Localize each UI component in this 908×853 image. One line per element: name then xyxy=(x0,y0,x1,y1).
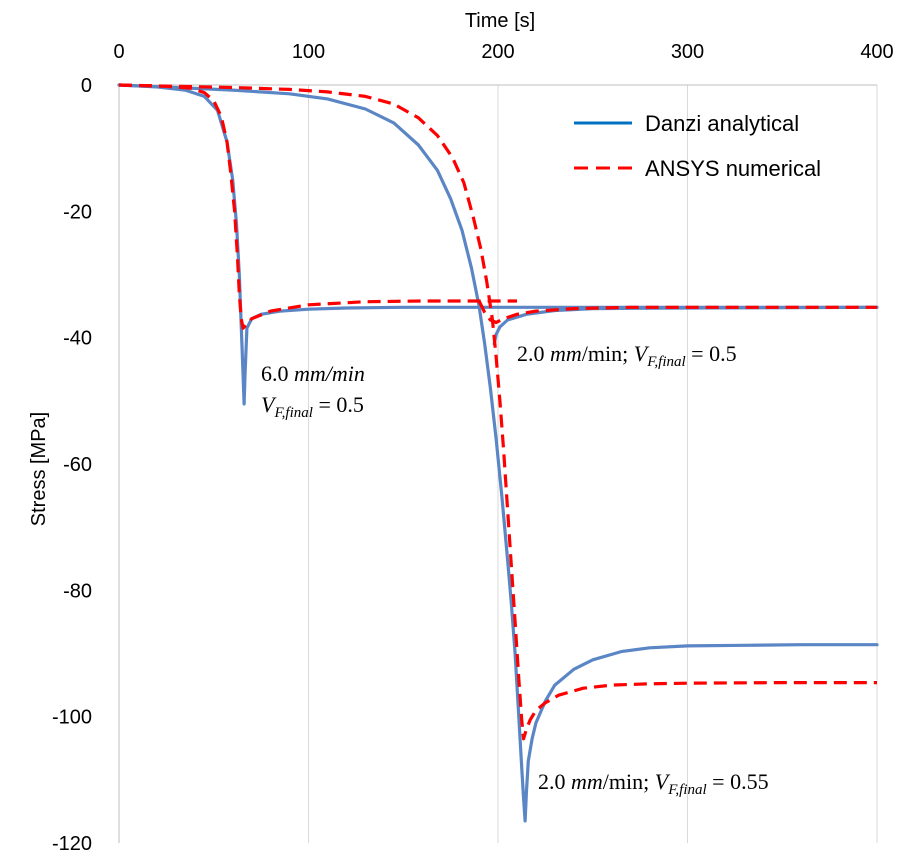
legend-label-danzi: Danzi analytical xyxy=(645,111,799,136)
y-tick-label-neg80: -80 xyxy=(63,580,92,602)
y-tick-label-neg20: -20 xyxy=(63,201,92,223)
annotation-2mm-05: 2.0 mm/min; VF,final = 0.5 xyxy=(517,341,737,370)
y-axis-title: Stress [MPa] xyxy=(28,412,50,526)
series-danzi-curve-3 xyxy=(492,305,879,346)
grid xyxy=(308,85,878,843)
y-tick-label-neg100: -100 xyxy=(52,707,92,729)
x-tick-label-100: 100 xyxy=(292,41,325,63)
annotation-6mm-line1: 6.0 mm/min xyxy=(261,361,365,386)
legend-label-ansys: ANSYS numerical xyxy=(645,156,821,181)
x-tick-label-300: 300 xyxy=(671,41,704,63)
y-tick-label-0: 0 xyxy=(81,75,92,97)
series-danzi-curve-2 xyxy=(117,83,879,823)
series-ansys-curve-1 xyxy=(118,83,517,330)
series-ansys-curve-3 xyxy=(477,300,877,325)
x-tick-label-400: 400 xyxy=(860,41,893,63)
annotation-2mm-055: 2.0 mm/min; VF,final = 0.55 xyxy=(538,769,769,798)
series-layer xyxy=(117,83,879,823)
y-tick-label-neg120: -120 xyxy=(52,833,92,853)
x-axis-title: Time [s] xyxy=(465,10,535,32)
series-ansys-curve-2 xyxy=(118,83,877,741)
x-tick-label-200: 200 xyxy=(481,41,514,63)
legend: Danzi analytical ANSYS numerical xyxy=(574,111,821,181)
axes: 0 100 200 300 400 0 -20 -40 -60 -80 -100 -120 xyxy=(52,41,894,853)
y-tick-label-neg40: -40 xyxy=(63,328,92,350)
x-tick-label-0: 0 xyxy=(113,41,124,63)
annotation-6mm-line2: VF,final = 0.5 xyxy=(261,392,364,421)
y-tick-label-neg60: -60 xyxy=(63,454,92,476)
